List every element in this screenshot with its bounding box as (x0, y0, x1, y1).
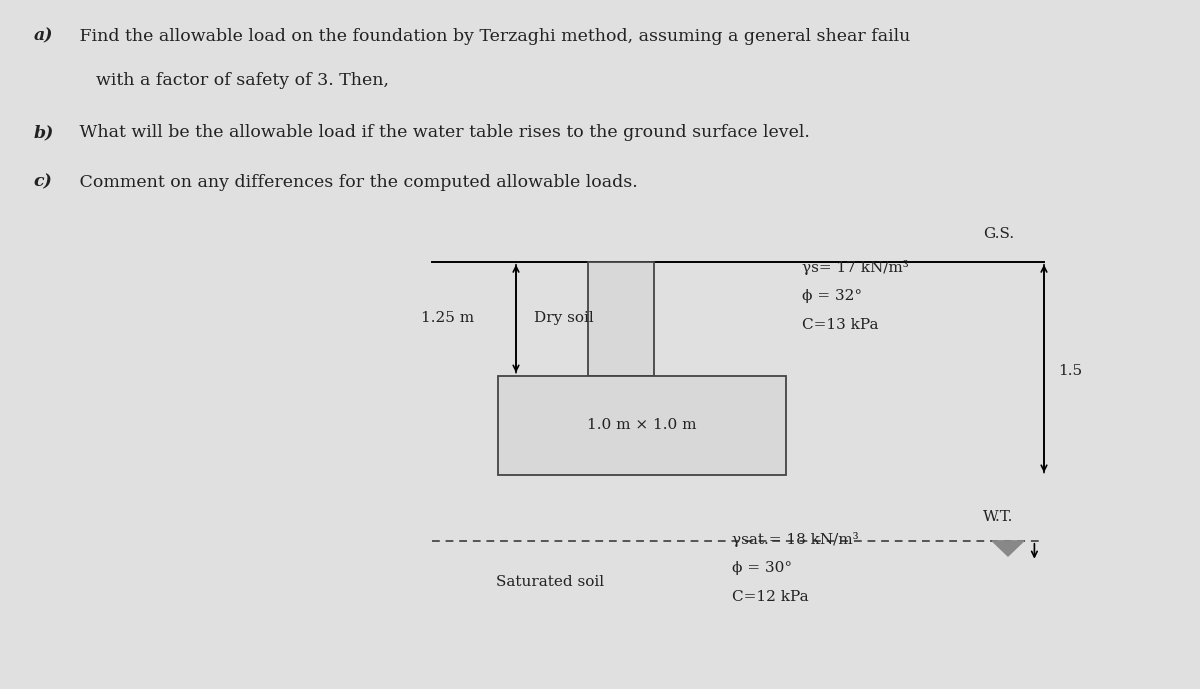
Text: C=13 kPa: C=13 kPa (802, 318, 878, 332)
Text: C=12 kPa: C=12 kPa (732, 590, 809, 604)
Text: ϕ = 30°: ϕ = 30° (732, 562, 792, 575)
Bar (588, 262, 654, 376)
Text: c): c) (34, 174, 53, 191)
Text: γsat.= 18 kN/m³: γsat.= 18 kN/m³ (732, 532, 859, 547)
Text: ϕ = 32°: ϕ = 32° (802, 289, 862, 303)
Text: Saturated soil: Saturated soil (496, 575, 604, 589)
Text: with a factor of safety of 3. Then,: with a factor of safety of 3. Then, (74, 72, 389, 90)
Text: 1.25 m: 1.25 m (421, 311, 474, 325)
Text: 1.5: 1.5 (1058, 364, 1082, 378)
Text: Dry soil: Dry soil (534, 311, 594, 325)
Text: G.S.: G.S. (983, 227, 1014, 241)
Text: What will be the allowable load if the water table rises to the ground surface l: What will be the allowable load if the w… (74, 124, 810, 141)
Text: b): b) (34, 124, 54, 141)
Text: W.T.: W.T. (983, 510, 1014, 524)
Text: a): a) (34, 28, 53, 45)
Text: 1.0 m × 1.0 m: 1.0 m × 1.0 m (587, 418, 697, 433)
Text: γs= 17 kN/m³: γs= 17 kN/m³ (802, 260, 908, 275)
Text: Comment on any differences for the computed allowable loads.: Comment on any differences for the compu… (74, 174, 638, 191)
Bar (498, 376, 786, 475)
Text: Find the allowable load on the foundation by Terzaghi method, assuming a general: Find the allowable load on the foundatio… (74, 28, 911, 45)
Polygon shape (992, 541, 1024, 556)
